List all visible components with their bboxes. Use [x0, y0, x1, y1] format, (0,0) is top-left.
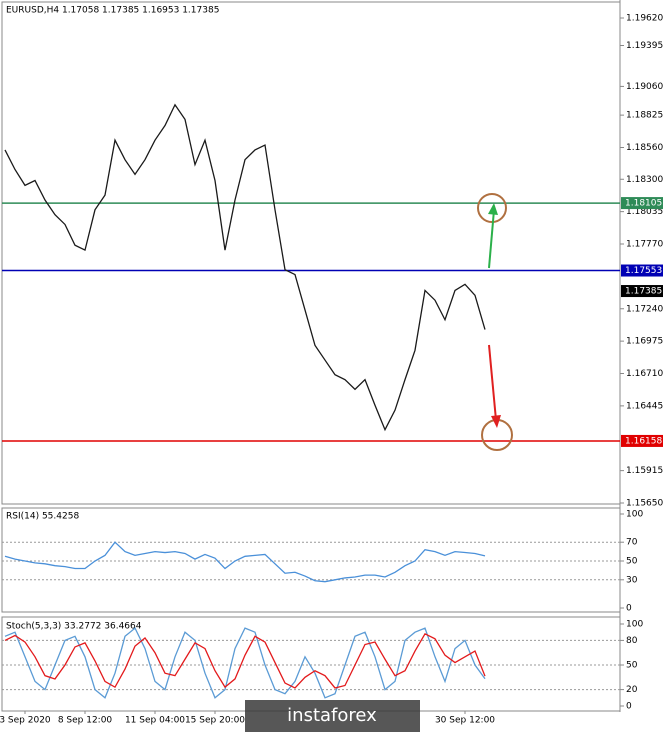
y-tick-label: 1.16975 — [626, 337, 663, 347]
watermark: instaforex — [287, 705, 377, 726]
y-tick-label: 0 — [626, 702, 632, 712]
y-tick-label: 1.17240 — [626, 304, 663, 314]
watermark-box — [245, 700, 420, 732]
level-label: 1.17553 — [625, 266, 662, 276]
x-tick-label: 30 Sep 12:00 — [435, 716, 495, 726]
series-line — [4, 541, 486, 583]
x-tick-label: 3 Sep 2020 — [0, 716, 51, 726]
level-label-box — [621, 434, 663, 447]
y-tick-label: 50 — [626, 557, 638, 567]
y-tick-label: 1.19060 — [626, 82, 663, 92]
series-line — [4, 103, 486, 432]
y-tick-label: 1.15650 — [626, 499, 663, 509]
level-label: 1.18105 — [625, 199, 662, 209]
y-tick-label: 100 — [626, 510, 643, 520]
y-tick-label: 80 — [626, 636, 638, 646]
y-tick-label: 1.18825 — [626, 111, 663, 121]
panel-title: RSI(14) 55.4258 — [6, 512, 79, 522]
x-tick-label: 15 Sep 20:00 — [185, 716, 245, 726]
y-tick-label: 30 — [626, 575, 638, 585]
x-tick-label: 8 Sep 12:00 — [58, 716, 113, 726]
up-arrow — [488, 209, 495, 269]
y-tick-label: 20 — [626, 685, 638, 695]
y-tick-label: 1.17770 — [626, 240, 663, 250]
y-tick-label: 1.18035 — [626, 207, 663, 217]
plot-layer: EURUSD,H4 1.17058 1.17385 1.16953 1.1738… — [0, 6, 663, 726]
y-tick-label: 100 — [626, 620, 643, 630]
series-line — [4, 627, 486, 699]
level-label: 1.16158 — [625, 436, 662, 446]
down-arrow — [488, 344, 497, 421]
level-label-box — [621, 264, 663, 277]
panel-title: Stoch(5,3,3) 33.2772 36.4664 — [6, 622, 142, 632]
level-label-box — [621, 197, 663, 210]
price-label-box — [621, 285, 663, 298]
y-tick-label: 70 — [626, 538, 638, 548]
up-arrow-head — [488, 203, 498, 215]
price-label: 1.17385 — [625, 287, 662, 297]
y-tick-label: 1.15915 — [626, 466, 663, 476]
y-tick-label: 1.18560 — [626, 143, 663, 153]
panel-title: EURUSD,H4 1.17058 1.17385 1.16953 1.1738… — [6, 6, 219, 16]
y-tick-label: 0 — [626, 604, 632, 614]
y-tick-label: 1.19620 — [626, 14, 663, 24]
y-tick-label: 1.16710 — [626, 369, 663, 379]
y-tick-label: 50 — [626, 661, 638, 671]
y-tick-label: 1.18300 — [626, 175, 663, 185]
y-tick-label: 1.19395 — [626, 41, 663, 51]
down-arrow-head — [491, 415, 501, 428]
y-tick-label: 1.16445 — [626, 401, 663, 411]
x-tick-label: 11 Sep 04:00 — [125, 716, 185, 726]
series-line — [4, 632, 486, 689]
